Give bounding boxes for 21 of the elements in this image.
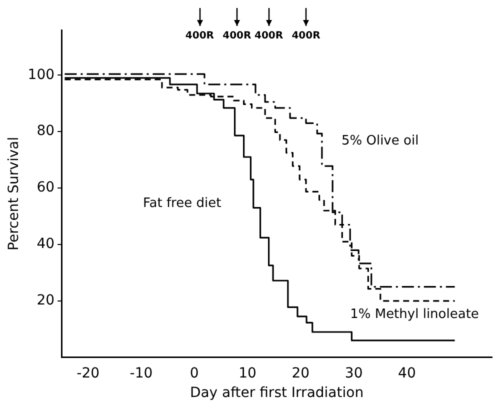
x-tick-label: -20 (76, 365, 100, 382)
ref-line-label: 400R (185, 30, 214, 42)
ref-line-label: 400R (254, 30, 284, 42)
y-tick-label: 40 (36, 236, 55, 252)
ref-line-label: 400R (222, 30, 252, 42)
y-axis-title: Percent Survival (6, 136, 22, 250)
x-tick-label: 20 (292, 365, 310, 382)
annotation: 5% Olive oil (341, 134, 419, 149)
y-tick-label: 20 (36, 292, 55, 309)
y-tick-label: 80 (36, 123, 55, 140)
x-tick-label: 10 (238, 365, 256, 382)
y-tick-label: 100 (28, 66, 55, 83)
x-tick-label: 30 (344, 365, 363, 382)
x-tick-label: 40 (398, 365, 416, 382)
x-tick-label: 0 (190, 365, 199, 382)
x-tick-label: -10 (130, 365, 153, 382)
annotation: Fat free diet (142, 196, 222, 211)
annotation: 1% Methyl linoleate (350, 307, 479, 322)
x-axis-title: Day after first Irradiation (190, 385, 364, 402)
ref-line-label: 400R (292, 30, 321, 42)
y-tick-label: 60 (36, 180, 55, 196)
